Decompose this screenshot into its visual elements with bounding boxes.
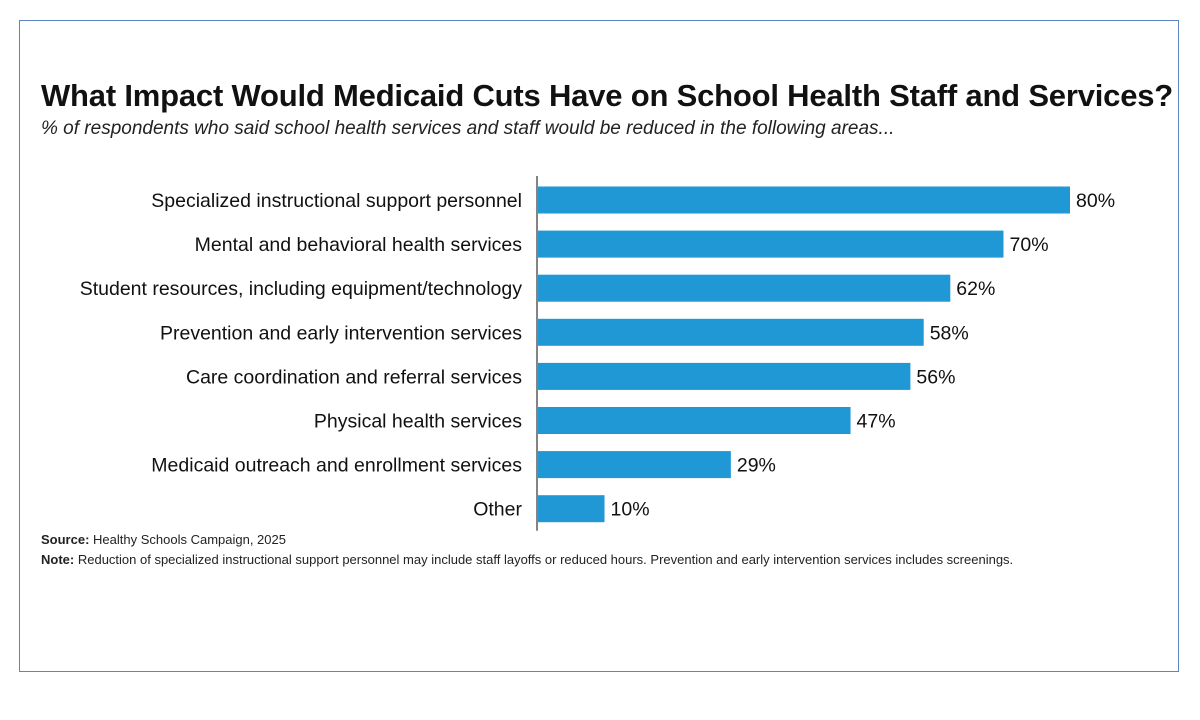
category-label: Medicaid outreach and enrollment service… <box>151 455 522 477</box>
category-label: Physical health services <box>314 411 522 433</box>
source-label: Source: <box>41 532 90 547</box>
source-line: Source: Healthy Schools Campaign, 2025 <box>41 530 1121 550</box>
category-label: Mental and behavioral health services <box>195 234 523 256</box>
note-text: Reduction of specialized instructional s… <box>77 552 1014 567</box>
bar <box>538 318 924 346</box>
data-label: 10% <box>611 499 650 521</box>
data-label: 56% <box>916 366 955 388</box>
bar <box>538 230 1004 258</box>
data-label: 80% <box>1076 190 1115 212</box>
chart-title: What Impact Would Medicaid Cuts Have on … <box>41 78 1174 113</box>
bar <box>538 274 951 302</box>
category-label: Other <box>473 499 522 521</box>
chart-frame <box>19 20 1179 672</box>
bar <box>538 407 851 434</box>
data-label: 58% <box>930 322 969 344</box>
data-label: 62% <box>956 278 995 300</box>
source-text: Healthy Schools Campaign, 2025 <box>93 532 286 547</box>
bar <box>538 186 1070 214</box>
chart-footer: Source: Healthy Schools Campaign, 2025 N… <box>41 530 1121 570</box>
chart-subtitle: % of respondents who said school health … <box>41 118 895 139</box>
bar <box>538 495 605 523</box>
note-label: Note: <box>41 552 75 567</box>
data-label: 29% <box>737 455 776 477</box>
note-line: Note: Reduction of specialized instructi… <box>41 550 1121 570</box>
data-label: 70% <box>1010 234 1049 256</box>
category-label: Specialized instructional support person… <box>151 190 522 212</box>
bar <box>538 362 911 390</box>
category-label: Care coordination and referral services <box>186 366 522 388</box>
bar <box>538 451 731 479</box>
category-label: Prevention and early intervention servic… <box>160 322 522 344</box>
data-label: 47% <box>857 411 896 433</box>
category-label: Student resources, including equipment/t… <box>80 278 523 300</box>
